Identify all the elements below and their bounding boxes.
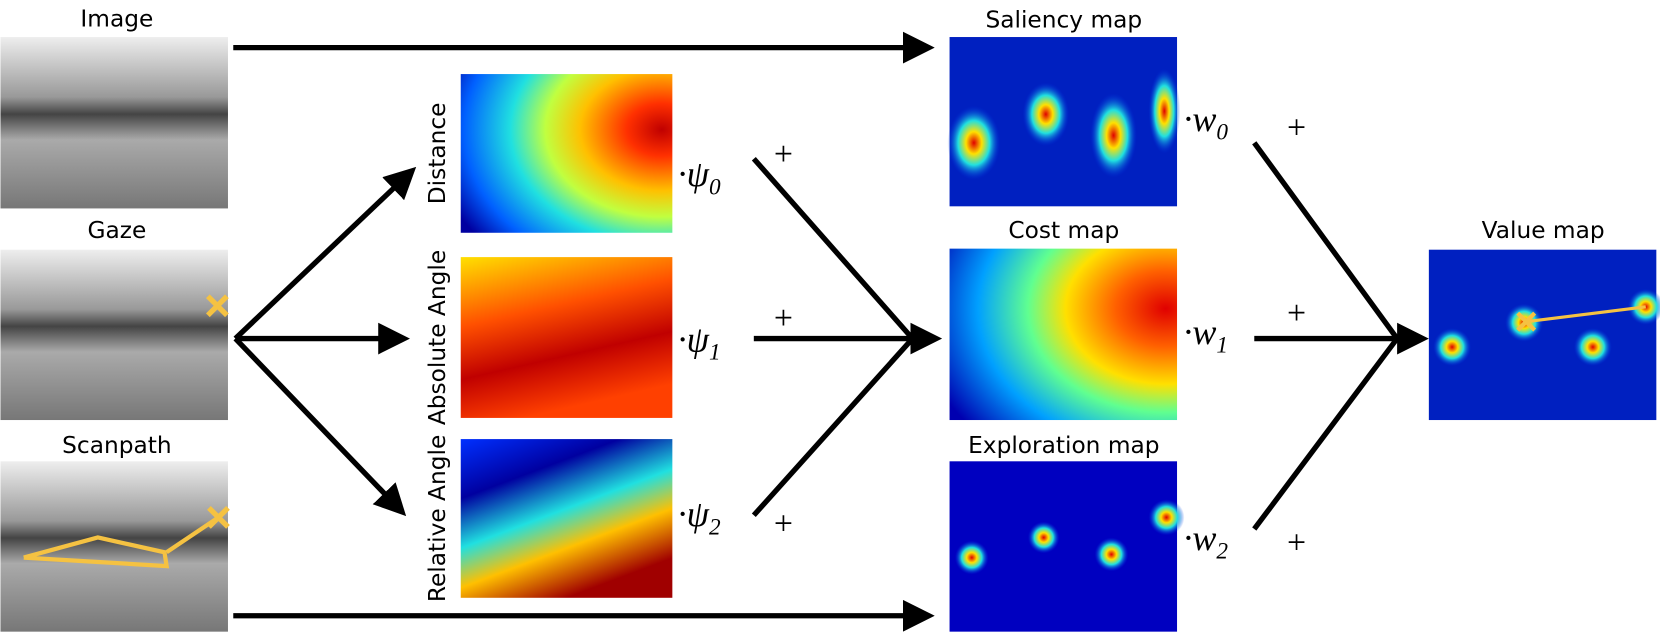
- absolute-angle-map: [460, 257, 673, 418]
- scanpath-marker: [207, 505, 230, 529]
- symbol: ·ψ: [678, 319, 710, 359]
- map-weight: ·w1: [1183, 312, 1228, 358]
- plus: +: [1287, 524, 1306, 561]
- symbol: ·w: [1183, 312, 1216, 352]
- symbol: ·ψ: [678, 154, 710, 194]
- plus: +: [774, 505, 793, 542]
- scanpath-thumb: [0, 461, 228, 632]
- distance-map: [460, 74, 673, 233]
- relative-angle-map: [460, 439, 673, 598]
- connector: [751, 336, 915, 518]
- symbol: ·w: [1183, 99, 1216, 139]
- gaze-marker: [206, 294, 229, 318]
- exploration-map: [949, 461, 1178, 632]
- input-title: Scanpath: [62, 432, 171, 459]
- connector: [1252, 141, 1400, 341]
- feature-label: Relative Angle: [424, 435, 451, 602]
- feature-weight: ·ψ1: [678, 319, 721, 365]
- plus: +: [1287, 110, 1306, 147]
- subscript: 2: [709, 514, 721, 540]
- input-title: Gaze: [87, 217, 146, 244]
- subscript: 2: [1216, 539, 1228, 565]
- scanpath: [23, 535, 170, 569]
- subscript: 1: [709, 340, 721, 366]
- feature-label: Absolute Angle: [424, 250, 451, 425]
- arrow: [233, 166, 417, 341]
- map-title: Exploration map: [968, 432, 1159, 459]
- plus: +: [1287, 295, 1306, 332]
- input-title: Image: [80, 5, 153, 32]
- symbol: ·ψ: [678, 494, 710, 534]
- saliency-blobs: [947, 68, 1181, 180]
- plus: +: [774, 136, 793, 173]
- map-title: Saliency map: [985, 7, 1142, 34]
- value-blobs: [1433, 288, 1660, 367]
- feature-weight: ·ψ2: [678, 494, 721, 540]
- map-title: Cost map: [1008, 217, 1119, 244]
- output-title: Value map: [1482, 217, 1605, 244]
- cost-map: [949, 248, 1178, 421]
- feature-label: Distance: [424, 103, 451, 205]
- exploration-blobs: [954, 499, 1185, 575]
- subscript: 0: [1216, 120, 1228, 146]
- connector: [1252, 336, 1400, 531]
- plus: +: [774, 300, 793, 337]
- connector: [751, 156, 915, 341]
- feature-weight: ·ψ0: [678, 154, 721, 200]
- map-weight: ·w0: [1183, 99, 1228, 145]
- arrow: [233, 336, 407, 517]
- image-thumb: [0, 37, 228, 209]
- subscript: 1: [1216, 332, 1228, 358]
- symbol: ·w: [1183, 518, 1216, 558]
- subscript: 0: [709, 175, 721, 201]
- gaze-thumb: [0, 249, 228, 421]
- map-weight: ·w2: [1183, 518, 1228, 564]
